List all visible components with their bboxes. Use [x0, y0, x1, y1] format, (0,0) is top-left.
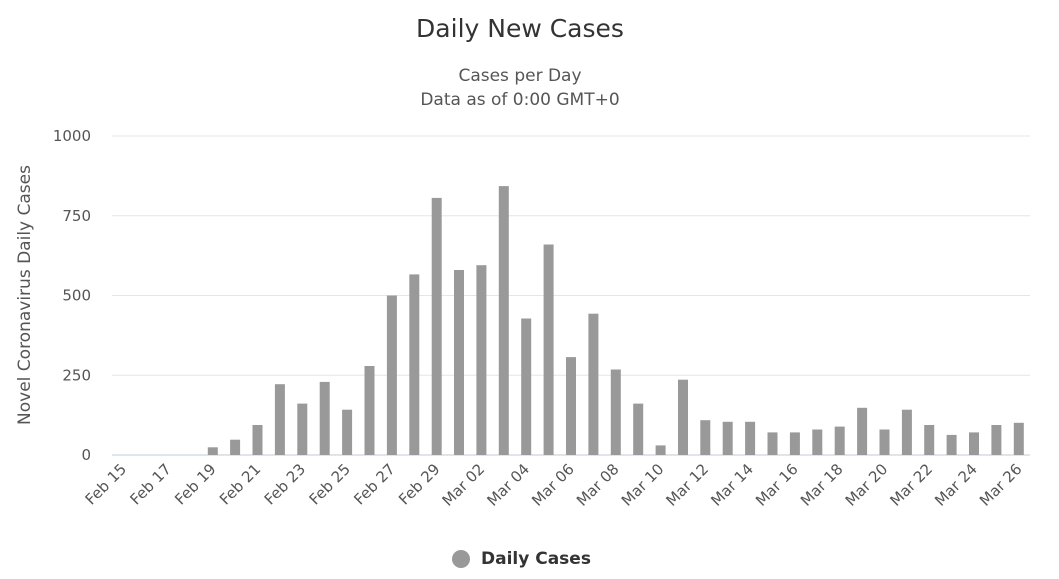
bar[interactable] — [543, 244, 554, 456]
bar[interactable] — [364, 366, 375, 455]
bar[interactable] — [476, 265, 487, 455]
bars — [207, 186, 1024, 456]
bar[interactable] — [342, 409, 353, 455]
x-tick-label: Mar 20 — [842, 460, 892, 510]
x-tick-label: Mar 02 — [439, 460, 489, 510]
x-tick-label: Feb 21 — [216, 460, 264, 508]
x-tick-label: Mar 24 — [931, 460, 981, 510]
bar[interactable] — [745, 421, 756, 455]
x-tick-label: Mar 10 — [618, 460, 668, 510]
bar[interactable] — [946, 434, 957, 455]
bar[interactable] — [924, 425, 935, 455]
legend-item-daily-cases[interactable]: Daily Cases — [452, 547, 591, 571]
legend-marker — [452, 550, 470, 568]
bar[interactable] — [230, 439, 241, 455]
x-tick-label: Mar 18 — [797, 460, 847, 510]
x-tick-label: Feb 29 — [395, 460, 443, 508]
bar[interactable] — [319, 381, 330, 455]
y-tick-label: 250 — [62, 366, 91, 384]
y-tick-label: 500 — [62, 287, 91, 305]
bar[interactable] — [812, 429, 823, 456]
x-tick-label: Mar 14 — [707, 460, 757, 510]
x-tick-label: Feb 15 — [82, 460, 130, 508]
x-tick-label: Mar 08 — [573, 460, 623, 510]
y-axis-label: Novel Coronavirus Daily Cases — [15, 165, 35, 425]
bar[interactable] — [834, 426, 845, 455]
bar[interactable] — [588, 313, 599, 455]
bar[interactable] — [431, 197, 442, 455]
x-tick-label: Mar 04 — [483, 460, 533, 510]
bar[interactable] — [454, 270, 464, 455]
x-tick-label: Mar 12 — [663, 460, 713, 510]
x-tick-label: Mar 22 — [886, 460, 936, 510]
x-tick-label: Mar 26 — [976, 460, 1026, 510]
bar[interactable] — [857, 407, 868, 455]
bar[interactable] — [252, 425, 263, 455]
bar[interactable] — [722, 421, 733, 455]
bar[interactable] — [386, 295, 397, 456]
bar[interactable] — [566, 357, 576, 455]
bar[interactable] — [610, 369, 621, 456]
bar[interactable] — [498, 186, 509, 455]
legend-label: Daily Cases — [481, 549, 591, 569]
x-tick-label: Feb 17 — [126, 460, 174, 508]
bar[interactable] — [655, 445, 666, 455]
bar[interactable] — [789, 432, 800, 455]
x-tick-label: Mar 06 — [528, 460, 578, 510]
bar[interactable] — [991, 425, 1002, 455]
x-tick-label: Feb 27 — [350, 460, 398, 508]
y-axis-ticks: 0 250 500 750 1000 — [53, 127, 91, 464]
bar[interactable] — [678, 379, 688, 455]
bar[interactable] — [969, 432, 979, 455]
y-tick-label: 750 — [62, 207, 91, 225]
bar[interactable] — [297, 403, 308, 455]
x-tick-label: Feb 19 — [171, 460, 219, 508]
bar[interactable] — [901, 409, 912, 455]
bar[interactable] — [879, 429, 890, 456]
bar[interactable] — [207, 447, 218, 455]
bar[interactable] — [633, 403, 644, 455]
bar[interactable] — [767, 432, 778, 455]
chart-title: Daily New Cases — [416, 14, 624, 43]
x-tick-label: Feb 23 — [261, 460, 309, 508]
bar[interactable] — [700, 420, 711, 455]
chart-subtitle-line-2: Data as of 0:00 GMT+0 — [420, 90, 620, 110]
y-tick-label: 1000 — [53, 127, 91, 145]
bar[interactable] — [1013, 422, 1024, 455]
bar[interactable] — [274, 384, 285, 455]
bar[interactable] — [521, 318, 532, 456]
x-tick-label: Feb 25 — [306, 460, 354, 508]
chart-subtitle-line-1: Cases per Day — [458, 66, 582, 86]
bar[interactable] — [409, 274, 420, 455]
y-tick-label: 0 — [81, 446, 91, 464]
x-tick-label: Mar 16 — [752, 460, 802, 510]
